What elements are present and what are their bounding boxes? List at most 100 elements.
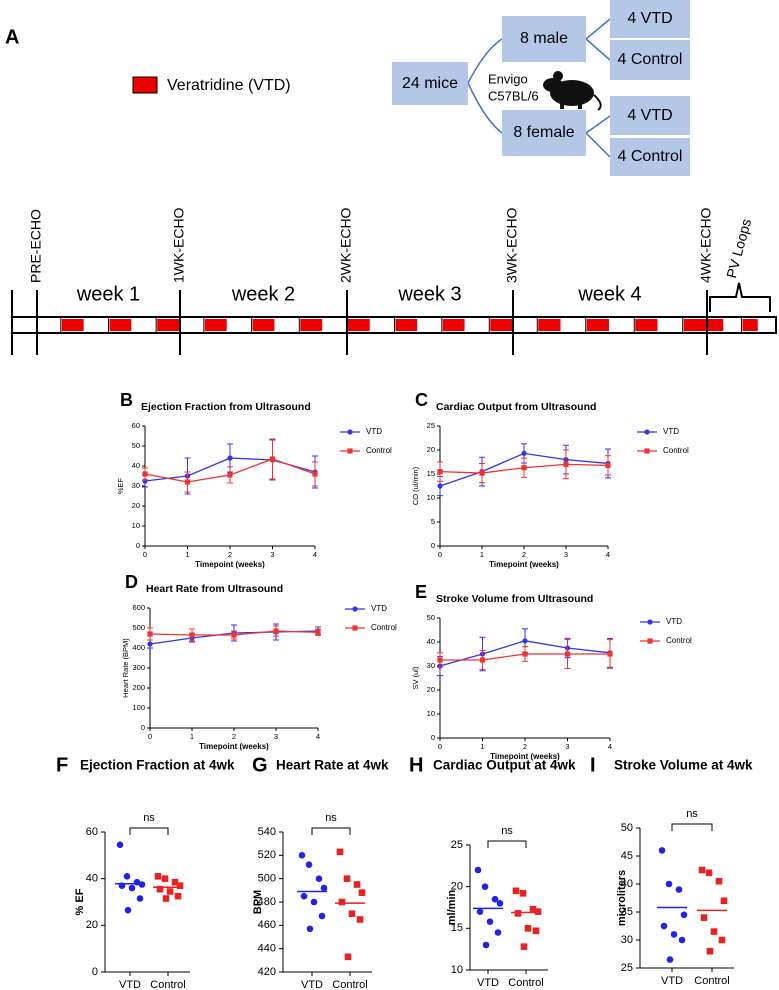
panel-letter: C [415, 390, 428, 410]
x-axis-label: Timepoint (weeks) [490, 752, 560, 761]
data-point [666, 956, 674, 963]
legend-marker [347, 429, 353, 435]
y-tick-label: 25 [451, 839, 463, 851]
y-tick-label: 0 [431, 541, 435, 550]
data-point [273, 628, 279, 634]
y-axis-label: SV (ul) [411, 666, 420, 689]
x-tick-label: Control [150, 979, 185, 990]
y-tick-label: 520 [258, 849, 276, 861]
y-tick-label: 40 [427, 637, 435, 646]
data-point [348, 910, 356, 917]
treatment-cell [442, 319, 465, 331]
data-point [176, 882, 184, 889]
x-tick-label: 3 [565, 742, 569, 751]
tree-lines [467, 18, 611, 158]
y-tick-label: 10 [427, 709, 435, 718]
treatment-cell [204, 319, 227, 331]
significance-label: ns [686, 808, 698, 820]
data-point [171, 878, 179, 886]
timepoint-label: PRE-ECHO [28, 209, 44, 283]
data-point [700, 914, 708, 921]
node-box [502, 110, 586, 156]
y-tick-label: 10 [451, 964, 463, 976]
week-label: week 2 [231, 283, 295, 305]
y-tick-label: 25 [427, 421, 435, 430]
treatment-cell [300, 319, 323, 331]
y-tick-label: 20 [427, 445, 435, 454]
y-tick-label: 35 [621, 906, 633, 918]
y-tick-label: 15 [451, 922, 463, 934]
x-tick-label: 1 [185, 550, 189, 559]
y-tick-label: 40 [86, 873, 98, 885]
data-point [166, 888, 174, 895]
data-point [532, 927, 540, 935]
y-tick-label: 400 [132, 643, 145, 652]
node-label: 4 VTD [627, 107, 672, 124]
legend-label: VTD [663, 427, 679, 436]
y-axis-label: ml/min [446, 889, 458, 925]
treatment-cell [586, 319, 609, 331]
week-label: week 4 [577, 283, 641, 305]
y-tick-label: 0 [92, 966, 98, 978]
panel-letter: G [252, 754, 268, 776]
data-point [156, 885, 164, 893]
data-point [136, 895, 144, 902]
y-tick-label: 60 [86, 826, 98, 838]
y-tick-label: 50 [132, 441, 140, 450]
data-point [320, 884, 328, 892]
timepoint-label: 3WK-ECHO [504, 207, 520, 283]
week-label: week 1 [76, 283, 140, 305]
treatment-cell [109, 319, 132, 331]
data-point [486, 918, 494, 925]
timepoint-label: 2WK-ECHO [338, 207, 354, 283]
data-point [706, 947, 714, 955]
treatment-cell [61, 319, 84, 331]
x-tick-label: Control [694, 975, 729, 987]
panel-letter: H [409, 754, 423, 776]
data-point [358, 889, 366, 896]
data-point [522, 638, 528, 644]
x-tick-label: 2 [232, 732, 236, 741]
x-tick-label: VTD [477, 977, 499, 989]
x-tick-label: 4 [313, 550, 317, 559]
data-point [184, 479, 191, 485]
y-tick-label: 540 [258, 826, 276, 838]
node-box [610, 0, 690, 38]
legend-label: VTD [666, 617, 682, 626]
y-tick-label: 30 [132, 481, 140, 490]
x-tick-label: 0 [438, 550, 442, 559]
x-tick-label: 0 [143, 550, 147, 559]
x-tick-label: 1 [480, 742, 484, 751]
data-point [715, 877, 723, 885]
data-point [529, 905, 537, 913]
data-point [705, 869, 713, 877]
significance-bracket [671, 823, 713, 831]
data-point [437, 483, 443, 489]
y-tick-label: 300 [132, 663, 145, 672]
timepoint-label: 1WK-ECHO [171, 207, 187, 283]
node-box [610, 96, 690, 135]
data-point [300, 892, 308, 900]
node-box [610, 40, 690, 80]
significance-label: ns [143, 812, 155, 824]
node-label: 4 Control [618, 51, 683, 68]
data-point [479, 657, 486, 663]
legend-marker [647, 638, 653, 644]
data-point [147, 631, 153, 637]
bracket [709, 282, 771, 312]
y-axis-label: %EF [116, 477, 125, 494]
chart-title: Stroke Volume at 4wk [614, 758, 753, 773]
x-axis-label: Timepoint (weeks) [199, 742, 269, 751]
treatment-cell [252, 319, 275, 331]
x-tick-label: 2 [228, 550, 232, 559]
x-axis-label: Timepoint (weeks) [489, 560, 559, 569]
legend-label: Control [666, 636, 692, 645]
legend-label: Control [366, 446, 392, 455]
legend-swatch [132, 76, 158, 94]
data-point [312, 471, 318, 477]
bracket-label: PV Loops [723, 217, 754, 280]
data-point [720, 897, 728, 905]
chart-title: Ejection Fraction from Ultrasound [141, 401, 311, 413]
panel-letter: F [56, 754, 68, 776]
y-tick-label: 30 [427, 661, 435, 670]
